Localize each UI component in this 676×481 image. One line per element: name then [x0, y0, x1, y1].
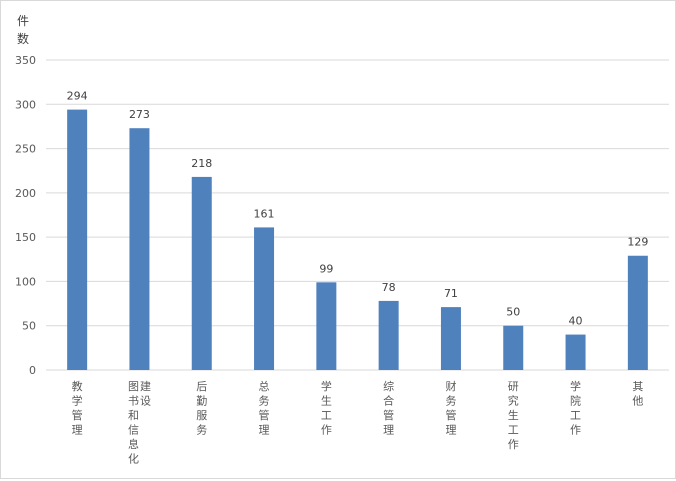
data-labels: 294 273 218 161 99 78 71 50 40 129 — [67, 90, 649, 328]
y-tick-label: 200 — [15, 187, 36, 200]
gridlines — [46, 59, 669, 371]
x-tick-label: 财务管理 — [445, 379, 456, 437]
bar — [191, 176, 212, 370]
y-tick-label: 0 — [29, 364, 36, 377]
x-axis-ticks: 教学管理 图书和信息化建设 后勤服务 总务管理 学生工作 综合管理 财务管理 研究生工作 学院工… — [72, 379, 644, 466]
data-label: 71 — [444, 287, 458, 300]
data-label: 273 — [129, 108, 150, 121]
bar — [129, 128, 150, 370]
y-tick-label: 300 — [15, 98, 36, 111]
x-tick-label: 总务管理 — [259, 379, 270, 437]
y-axis-title: 件数 — [17, 14, 29, 46]
bar — [316, 282, 337, 370]
bar — [67, 109, 88, 370]
x-tick-label: 综合管理 — [383, 379, 394, 437]
data-label: 40 — [569, 315, 583, 328]
y-axis-label: 件数 — [17, 14, 29, 46]
bar — [503, 325, 524, 370]
data-label: 218 — [191, 157, 212, 170]
x-tick-label: 图书和信息化建设 — [128, 379, 151, 466]
bar — [440, 307, 461, 370]
y-tick-label: 350 — [15, 54, 36, 67]
x-tick-label: 后勤服务 — [196, 380, 207, 437]
x-tick-label: 教学管理 — [72, 380, 83, 437]
y-axis-ticks: 0 50 100 150 200 250 300 350 — [15, 54, 36, 377]
y-tick-label: 100 — [15, 275, 36, 288]
data-label: 99 — [319, 262, 333, 275]
bar — [627, 255, 648, 370]
x-tick-label: 学生工作 — [321, 379, 332, 437]
bar — [565, 334, 586, 370]
data-label: 294 — [67, 90, 88, 103]
x-tick-label: 其他 — [632, 380, 643, 408]
bar — [378, 300, 399, 370]
x-tick-label: 研究生工作 — [508, 380, 519, 451]
y-tick-label: 50 — [22, 320, 36, 333]
data-label: 50 — [506, 306, 520, 319]
y-tick-label: 150 — [15, 231, 36, 244]
bars — [67, 109, 648, 370]
x-tick-label: 学院工作 — [570, 379, 581, 437]
data-label: 78 — [382, 281, 396, 294]
bar — [254, 227, 275, 370]
y-tick-label: 250 — [15, 143, 36, 156]
data-label: 161 — [254, 207, 275, 220]
data-label: 129 — [627, 236, 648, 249]
